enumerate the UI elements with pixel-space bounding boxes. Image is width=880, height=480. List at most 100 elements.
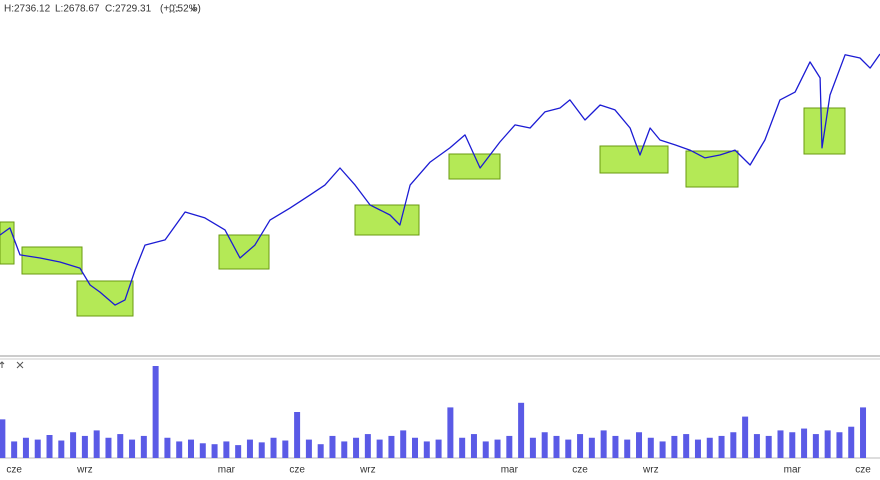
download-button[interactable]	[190, 4, 198, 12]
volume-bar	[459, 437, 466, 458]
volume-bar	[164, 437, 171, 458]
volume-bar	[152, 366, 159, 458]
volume-bar	[388, 435, 395, 458]
volume-bar	[70, 432, 77, 458]
volume-bar	[683, 434, 690, 458]
x-tick-label: cze	[289, 465, 305, 476]
volume-bar	[0, 419, 6, 458]
volume-bar	[848, 426, 855, 458]
highlight-boxes	[0, 107, 846, 317]
price-line	[0, 53, 880, 306]
x-tick-label: cze	[572, 465, 588, 476]
x-tick-label: mar	[218, 465, 236, 476]
volume-bar	[753, 434, 760, 458]
volume-bar	[58, 440, 65, 458]
x-tick-label: wrz	[76, 465, 93, 476]
change-label: (+0.52%)	[160, 4, 201, 15]
volume-bar	[282, 440, 289, 458]
volume-bar	[777, 430, 784, 458]
volume-bar	[482, 441, 489, 458]
volume-bar	[647, 437, 654, 458]
volume-bar	[494, 439, 501, 458]
volume-bar	[246, 439, 253, 458]
volume-bar	[612, 435, 619, 458]
volume-bar	[694, 439, 701, 458]
volume-bar	[105, 437, 112, 458]
move-panel-button[interactable]	[0, 361, 5, 368]
close-label: C:2729.31	[105, 4, 152, 15]
volume-bar	[270, 437, 277, 458]
volume-bar	[176, 441, 183, 458]
volume-bar	[553, 435, 560, 458]
close-panel-button[interactable]	[16, 361, 24, 369]
volume-bar	[11, 441, 18, 458]
fullscreen-button[interactable]	[169, 4, 178, 13]
volume-bar	[577, 434, 584, 458]
volume-bar	[400, 430, 407, 458]
volume-bar	[435, 439, 442, 458]
highlight-box	[448, 153, 501, 180]
volume-bar	[317, 444, 324, 458]
volume-bar	[636, 432, 643, 458]
volume-bar	[671, 435, 678, 458]
volume-bar	[742, 416, 749, 458]
volume-bar	[294, 412, 301, 458]
highlight-box	[599, 145, 669, 174]
x-tick-label: mar	[501, 465, 519, 476]
volume-bar	[329, 435, 336, 458]
volume-bar	[506, 435, 513, 458]
volume-bar	[824, 430, 831, 458]
volume-bar	[258, 442, 265, 458]
volume-bar	[718, 435, 725, 458]
volume-bar	[812, 434, 819, 458]
volume-bar	[341, 441, 348, 458]
volume-bar	[470, 434, 477, 458]
volume-bar	[789, 432, 796, 458]
volume-bar	[199, 443, 206, 458]
volume-bar	[129, 439, 136, 458]
volume-bar	[529, 437, 536, 458]
volume-bar	[412, 437, 419, 458]
highlight-box	[218, 234, 270, 270]
volume-bar	[187, 439, 194, 458]
volume-bar	[353, 437, 360, 458]
volume-bar	[730, 432, 737, 458]
low-label: L:2678.67	[55, 4, 100, 15]
volume-bar	[447, 407, 454, 458]
volume-bar	[600, 430, 607, 458]
volume-bar	[801, 428, 808, 458]
x-tick-label: cze	[855, 465, 871, 476]
x-tick-label: mar	[784, 465, 802, 476]
volume-bar	[588, 437, 595, 458]
volume-bar	[860, 407, 867, 458]
x-tick-label: cze	[6, 465, 22, 476]
volume-bar	[624, 439, 631, 458]
volume-bar	[706, 437, 713, 458]
volume-bar	[46, 435, 53, 458]
volume-bar	[836, 432, 843, 458]
volume-bar	[93, 430, 100, 458]
volume-bar	[235, 445, 242, 458]
volume-bar	[518, 402, 525, 458]
volume-bar	[423, 441, 430, 458]
volume-bar	[117, 434, 124, 458]
volume-bar	[22, 437, 29, 458]
high-label: H:2736.12	[4, 4, 51, 15]
volume-bar	[305, 439, 312, 458]
x-tick-label: wrz	[642, 465, 659, 476]
volume-bar	[81, 435, 88, 458]
x-tick-label: wrz	[359, 465, 376, 476]
volume-bar	[34, 439, 41, 458]
volume-bar	[211, 444, 218, 458]
highlight-box	[0, 221, 15, 265]
volume-bar	[376, 439, 383, 458]
volume-bar	[140, 435, 147, 458]
volume-bar	[765, 435, 772, 458]
volume-bar	[659, 441, 666, 458]
highlight-box	[76, 280, 134, 317]
volume-bar	[541, 432, 548, 458]
volume-bar	[364, 434, 371, 458]
volume-bar	[565, 439, 572, 458]
highlight-box	[354, 204, 420, 236]
